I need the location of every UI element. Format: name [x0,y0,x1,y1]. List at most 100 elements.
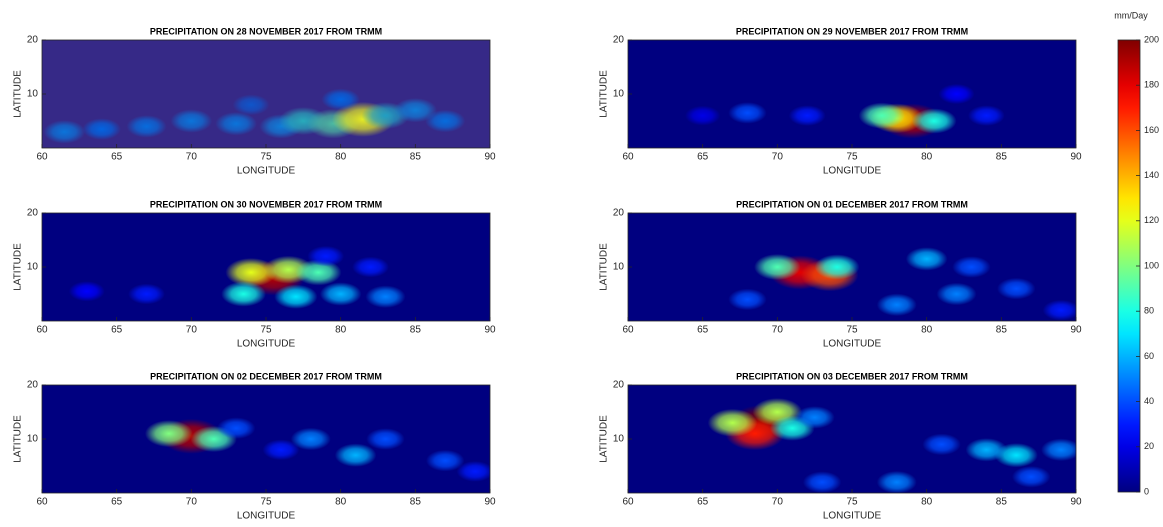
x-tick-label: 75 [846,152,858,163]
y-axis-label: LATITUDE [13,243,24,291]
rain-cell [170,109,213,133]
rain-cell [997,277,1036,300]
colorbar-tick-label: 200 [1144,34,1159,44]
x-tick-label: 70 [772,152,784,163]
colorbar-tick-label: 40 [1144,396,1154,406]
rain-cell [905,247,948,271]
y-axis-label: LATITUDE [13,415,24,463]
colorbar-tick-label: 60 [1144,351,1154,361]
colorbar-tick-label: 100 [1144,260,1159,270]
rain-cell [938,83,975,105]
y-axis-label: LATITUDE [599,243,610,291]
rain-cell [144,420,193,448]
heatmap-panel [628,385,1076,493]
rain-cell [334,443,377,467]
y-tick-label: 10 [613,89,625,100]
rain-cell [728,288,767,311]
x-tick-label: 80 [921,497,933,508]
rain-cell [232,94,270,116]
rain-cell [1042,299,1076,321]
x-tick-label: 85 [996,497,1008,508]
x-tick-label: 85 [410,325,422,336]
rain-cell [968,105,1005,126]
rain-cell [307,245,345,267]
rain-cell [754,253,801,281]
rain-cell [68,281,105,302]
rain-cell [426,449,465,472]
x-tick-label: 60 [622,152,634,163]
rain-cell [126,115,167,138]
y-tick-label: 10 [27,434,39,445]
x-tick-label: 70 [772,497,784,508]
rain-cell [936,282,977,306]
rain-cell [911,108,957,134]
colorbar-tick-label: 160 [1144,125,1159,135]
rain-cell [707,408,758,437]
rain-cell [352,256,389,278]
x-tick-label: 90 [484,497,496,508]
colorbar-tick-label: 20 [1144,441,1154,451]
rain-cell [215,112,257,136]
x-tick-label: 75 [846,325,858,336]
x-tick-label: 65 [697,325,709,336]
rain-cell [82,118,121,140]
rain-cell [876,470,917,493]
x-tick-label: 85 [410,497,422,508]
colorbar-title: mm/Day [1114,10,1148,20]
x-tick-label: 90 [484,152,496,163]
y-tick-label: 20 [27,35,39,46]
rain-cell [1011,466,1051,488]
x-tick-label: 75 [260,325,272,336]
heatmap-panel [628,213,1076,321]
colorbar-tick-label: 140 [1144,170,1159,180]
x-tick-label: 85 [996,152,1008,163]
heatmap-panel [42,40,490,148]
x-tick-label: 65 [697,152,709,163]
plot-background [42,385,490,493]
x-tick-label: 80 [921,325,933,336]
x-tick-label: 80 [335,325,347,336]
rain-cell [876,293,917,317]
rain-cell [43,120,86,144]
rain-cell [788,105,826,126]
rain-cell [221,281,266,307]
y-axis-label: LATITUDE [599,415,610,463]
x-tick-label: 70 [186,325,198,336]
x-tick-label: 70 [772,325,784,336]
x-tick-label: 90 [484,325,496,336]
rain-cell [225,258,277,287]
x-tick-label: 75 [260,152,272,163]
rain-cell [216,417,256,440]
plot-background [628,40,1076,148]
y-axis-label: LATITUDE [13,70,24,118]
x-tick-label: 80 [335,152,347,163]
heatmap-panel [628,40,1076,148]
x-axis-label: LONGITUDE [237,339,296,350]
panel-title: PRECIPITATION ON 30 NOVEMBER 2017 FROM T… [150,199,382,209]
rain-cell [922,433,961,456]
panel-title: PRECIPITATION ON 03 DECEMBER 2017 FROM T… [736,371,968,381]
y-tick-label: 10 [27,89,39,100]
x-tick-label: 60 [622,325,634,336]
rain-cell [366,428,405,450]
rain-cell [858,102,906,129]
colorbar-tick-label: 0 [1144,486,1149,496]
rain-cell [365,285,406,308]
x-tick-label: 90 [1070,325,1082,336]
x-tick-label: 65 [697,497,709,508]
panel-title: PRECIPITATION ON 01 DECEMBER 2017 FROM T… [736,199,968,209]
colorbar-tick-label: 180 [1144,80,1159,90]
y-tick-label: 10 [613,434,625,445]
rain-cell [262,439,300,461]
y-axis-label: LATITUDE [599,70,610,118]
rain-cell [728,102,767,124]
plot-background [628,385,1076,493]
rain-cell [321,88,360,111]
x-axis-label: LONGITUDE [237,166,296,177]
rain-cell [290,427,331,451]
x-tick-label: 60 [622,497,634,508]
rain-cell [128,283,165,305]
panel-title: PRECIPITATION ON 28 NOVEMBER 2017 FROM T… [150,26,382,36]
rain-cell [952,256,991,278]
